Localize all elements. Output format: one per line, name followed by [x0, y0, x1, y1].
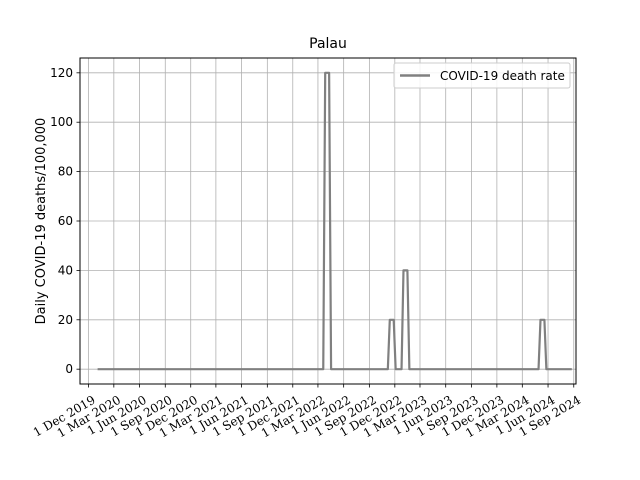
y-tick-label: 100	[50, 115, 73, 129]
series-line	[97, 71, 572, 371]
y-tick-label: 20	[58, 313, 73, 327]
y-tick-label: 60	[58, 214, 73, 228]
y-tick-label: 0	[65, 362, 73, 376]
legend-box	[393, 62, 571, 89]
y-tick-label: 40	[58, 263, 73, 277]
y-tick-label: 80	[58, 165, 73, 179]
series-layer	[97, 71, 572, 371]
legend: COVID-19 death rate	[393, 62, 571, 89]
chart-title: Palau	[309, 36, 347, 52]
y-axis-label: Daily COVID-19 deaths/100,000	[34, 118, 49, 325]
legend-label: COVID-19 death rate	[440, 69, 565, 83]
y-tick-label: 120	[50, 66, 73, 80]
grid	[80, 58, 576, 384]
